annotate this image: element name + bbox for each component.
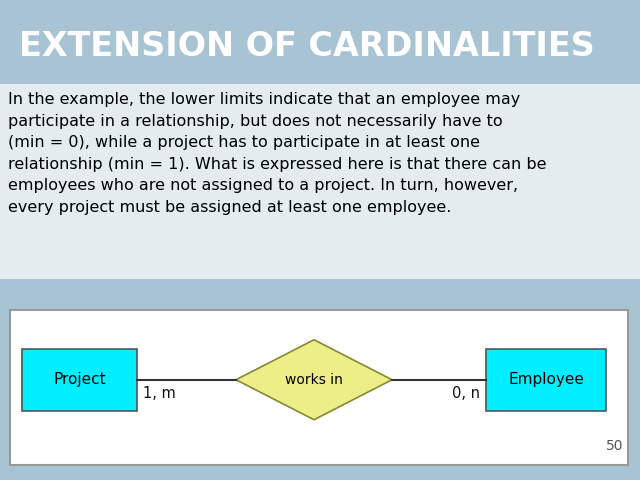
FancyBboxPatch shape [486,349,606,411]
Text: Project: Project [53,372,106,387]
Text: works in: works in [285,373,343,387]
Polygon shape [236,340,392,420]
FancyBboxPatch shape [10,310,628,465]
Text: 1, m: 1, m [143,386,176,401]
Text: 0, n: 0, n [452,386,480,401]
Text: EXTENSION OF CARDINALITIES: EXTENSION OF CARDINALITIES [19,30,595,63]
Text: In the example, the lower limits indicate that an employee may
participate in a : In the example, the lower limits indicat… [8,92,547,215]
Text: 50: 50 [605,439,623,453]
Text: Employee: Employee [508,372,584,387]
FancyBboxPatch shape [22,349,137,411]
FancyBboxPatch shape [0,84,640,279]
